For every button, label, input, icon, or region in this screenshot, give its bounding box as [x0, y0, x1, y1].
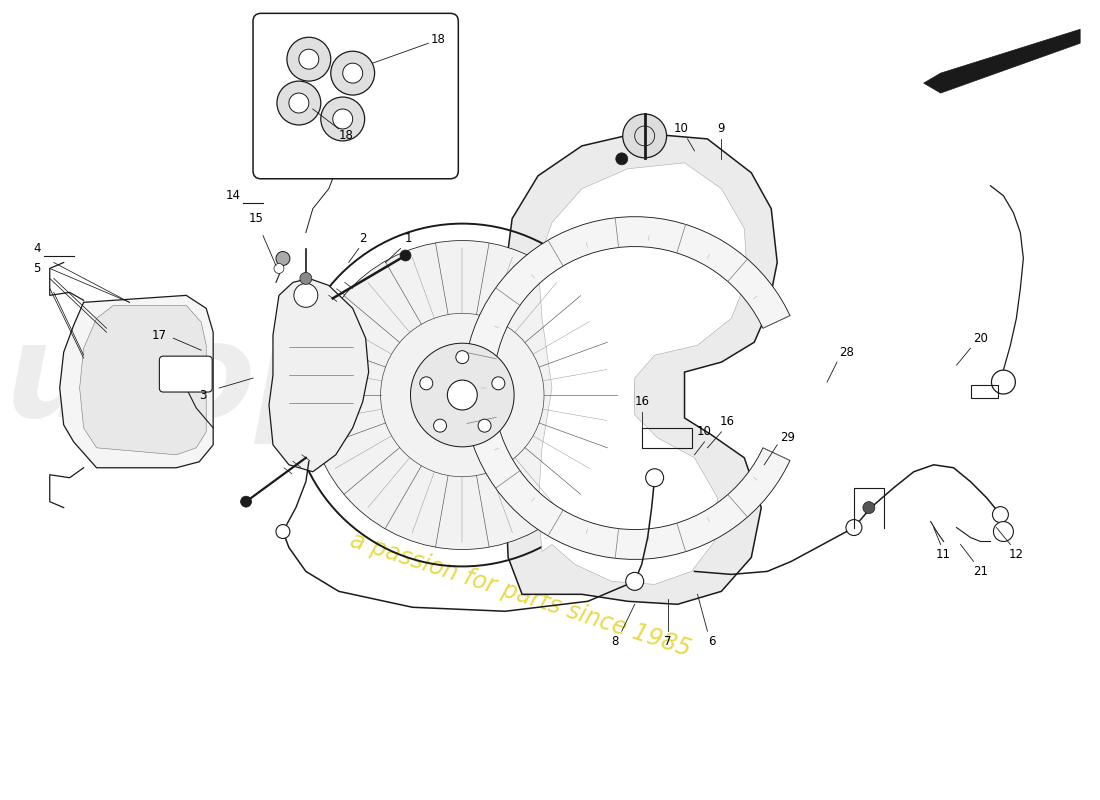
Circle shape — [333, 109, 353, 129]
Circle shape — [410, 343, 514, 447]
Polygon shape — [538, 163, 747, 584]
Text: 9: 9 — [717, 122, 725, 135]
Text: 7: 7 — [663, 634, 671, 648]
Circle shape — [331, 51, 375, 95]
Circle shape — [448, 380, 477, 410]
Text: 11: 11 — [936, 548, 952, 561]
Circle shape — [455, 350, 469, 364]
Circle shape — [276, 525, 290, 538]
Text: 14: 14 — [226, 190, 241, 202]
Text: 16: 16 — [635, 395, 649, 409]
Text: 20: 20 — [974, 332, 988, 345]
Circle shape — [478, 419, 491, 432]
Circle shape — [277, 81, 321, 125]
Circle shape — [862, 502, 874, 514]
Text: 2: 2 — [359, 232, 366, 245]
Circle shape — [992, 506, 1009, 522]
Text: europarts: europarts — [0, 317, 646, 443]
Circle shape — [241, 496, 252, 507]
Circle shape — [300, 273, 311, 285]
Text: 5: 5 — [33, 262, 41, 275]
Text: 15: 15 — [249, 212, 264, 225]
Text: 16: 16 — [719, 415, 735, 429]
Polygon shape — [59, 295, 213, 468]
Circle shape — [623, 114, 667, 158]
Text: 10: 10 — [674, 122, 689, 135]
Circle shape — [276, 251, 290, 266]
Circle shape — [400, 250, 411, 261]
Circle shape — [299, 50, 319, 69]
FancyBboxPatch shape — [253, 14, 459, 178]
Text: 10: 10 — [697, 426, 712, 438]
Circle shape — [321, 97, 364, 141]
Circle shape — [289, 93, 309, 113]
Text: 18: 18 — [431, 33, 446, 46]
Text: 4: 4 — [33, 242, 41, 255]
Circle shape — [308, 241, 617, 550]
Circle shape — [343, 63, 363, 83]
Circle shape — [993, 522, 1013, 542]
Text: a passion for parts since 1985: a passion for parts since 1985 — [346, 528, 693, 661]
Text: 6: 6 — [707, 634, 715, 648]
Text: 1: 1 — [405, 232, 412, 245]
Polygon shape — [505, 133, 778, 604]
FancyBboxPatch shape — [160, 356, 212, 392]
Text: 18: 18 — [339, 130, 353, 142]
Text: 21: 21 — [974, 565, 988, 578]
Circle shape — [274, 263, 284, 274]
Circle shape — [646, 469, 663, 486]
Polygon shape — [270, 278, 368, 472]
Circle shape — [433, 419, 447, 432]
Text: 8: 8 — [612, 634, 618, 648]
Circle shape — [294, 283, 318, 307]
Circle shape — [626, 572, 644, 590]
Text: 12: 12 — [1009, 548, 1024, 561]
Circle shape — [846, 519, 862, 535]
Text: 3: 3 — [199, 389, 207, 402]
Text: 28: 28 — [839, 346, 855, 358]
Text: 17: 17 — [152, 329, 167, 342]
Circle shape — [492, 377, 505, 390]
Polygon shape — [79, 306, 206, 455]
Text: 29: 29 — [780, 431, 794, 444]
Circle shape — [420, 377, 432, 390]
Circle shape — [287, 38, 331, 81]
Circle shape — [616, 153, 628, 165]
Circle shape — [991, 370, 1015, 394]
Polygon shape — [924, 30, 1080, 93]
Polygon shape — [463, 217, 790, 559]
